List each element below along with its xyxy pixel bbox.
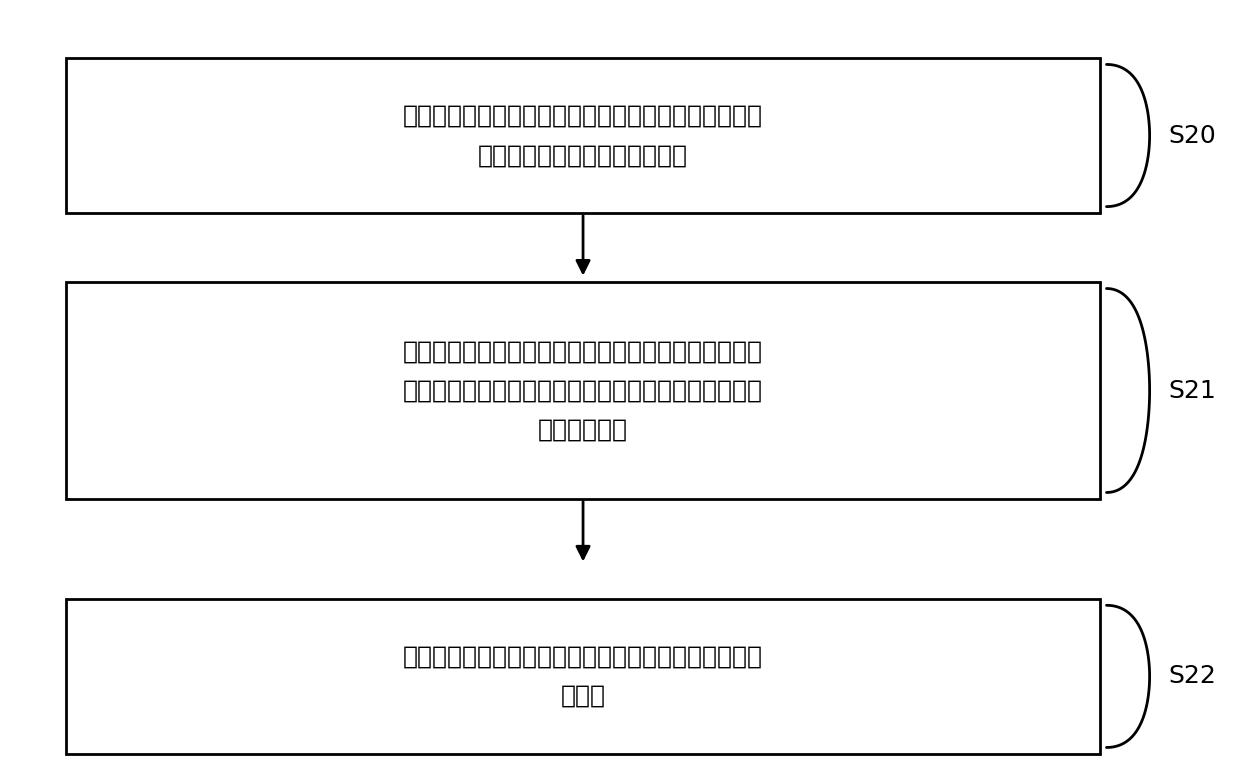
Text: 将恶意域名发送至用户主机，以供用户主机在其本地监
听向恶意域名发起访问的目标程序，并获取目标程序对
应的程序信息: 将恶意域名发送至用户主机，以供用户主机在其本地监 听向恶意域名发起访问的目标程序… (403, 339, 763, 442)
FancyBboxPatch shape (66, 282, 1100, 499)
Text: S20: S20 (1168, 123, 1216, 148)
Text: S21: S21 (1168, 379, 1216, 402)
FancyBboxPatch shape (66, 599, 1100, 754)
FancyBboxPatch shape (66, 59, 1100, 212)
Text: S22: S22 (1168, 665, 1216, 688)
Text: 接收用户主机传入的程序信息，并将程序信息设置为检
测结果: 接收用户主机传入的程序信息，并将程序信息设置为检 测结果 (403, 645, 763, 708)
Text: 接收用户主机传入的网络通信流量，并解析网络通信流
量中与僵尸网络关联的恶意域名: 接收用户主机传入的网络通信流量，并解析网络通信流 量中与僵尸网络关联的恶意域名 (403, 104, 763, 167)
